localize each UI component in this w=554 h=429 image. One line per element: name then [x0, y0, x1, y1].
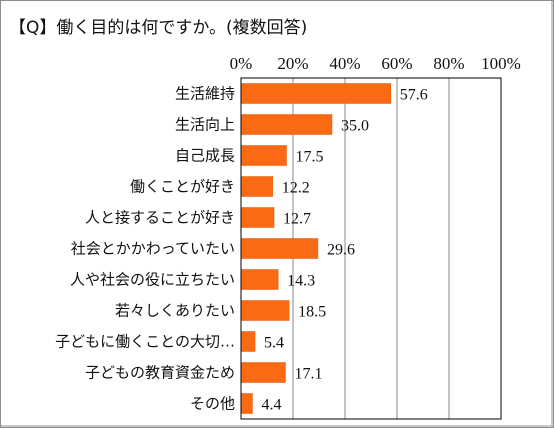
x-tick-label: 20%: [277, 54, 308, 73]
data-label: 57.6: [400, 87, 428, 104]
bar-series: [240, 83, 392, 414]
category-label: 働くことが好き: [130, 178, 235, 196]
category-labels: 生活維持生活向上自己成長働くことが好き人と接することが好き社会とかかわっていたい…: [55, 85, 235, 413]
data-label: 14.3: [287, 273, 315, 290]
chart-title: 【Q】働く目的は何ですか。(複数回答): [9, 18, 307, 38]
category-label: 若々しくありたい: [115, 302, 235, 320]
category-label: 生活維持: [175, 85, 235, 103]
bar: [240, 83, 392, 104]
x-tick-label: 80%: [433, 54, 464, 73]
data-label: 18.5: [298, 304, 326, 321]
bar: [240, 362, 286, 383]
value-labels: 57.6 35.0 17.5 12.2 12.7 29.6 14.3 18.5 5.4 17.1 4…: [261, 87, 427, 414]
data-label: 17.1: [294, 366, 322, 383]
category-label: 自己成長: [175, 147, 235, 165]
category-label: 人と接することが好き: [85, 209, 235, 227]
data-label: 5.4: [264, 335, 284, 352]
x-tick-label: 0%: [230, 54, 253, 73]
x-tick-label: 40%: [329, 54, 360, 73]
data-label: 29.6: [327, 242, 355, 259]
x-tick-label: 60%: [381, 54, 412, 73]
category-label: 社会とかかわっていたい: [71, 240, 235, 258]
bar: [240, 207, 275, 228]
x-axis-ticks: 0% 20% 40% 60% 80% 100%: [230, 54, 521, 73]
category-label: 生活向上: [175, 116, 235, 134]
bar: [240, 393, 253, 414]
data-label: 12.7: [283, 211, 311, 228]
bar: [240, 331, 256, 352]
bar: [240, 176, 273, 197]
data-label: 4.4: [261, 397, 281, 414]
data-label: 12.2: [282, 180, 310, 197]
data-label: 35.0: [341, 118, 369, 135]
category-label: 人や社会の役に立ちたい: [70, 271, 235, 289]
plot-area-border: [240, 77, 502, 420]
x-tick-label: 100%: [481, 54, 521, 73]
bar: [240, 238, 319, 259]
bar: [240, 269, 279, 290]
bar: [240, 300, 290, 321]
bar: [240, 114, 333, 135]
category-label: 子どもの教育資金ため: [85, 364, 235, 382]
data-label: 17.5: [296, 149, 324, 166]
bar: [240, 145, 287, 166]
category-label: 子どもに働くことの大切…: [55, 333, 235, 351]
category-label: その他: [190, 395, 235, 413]
